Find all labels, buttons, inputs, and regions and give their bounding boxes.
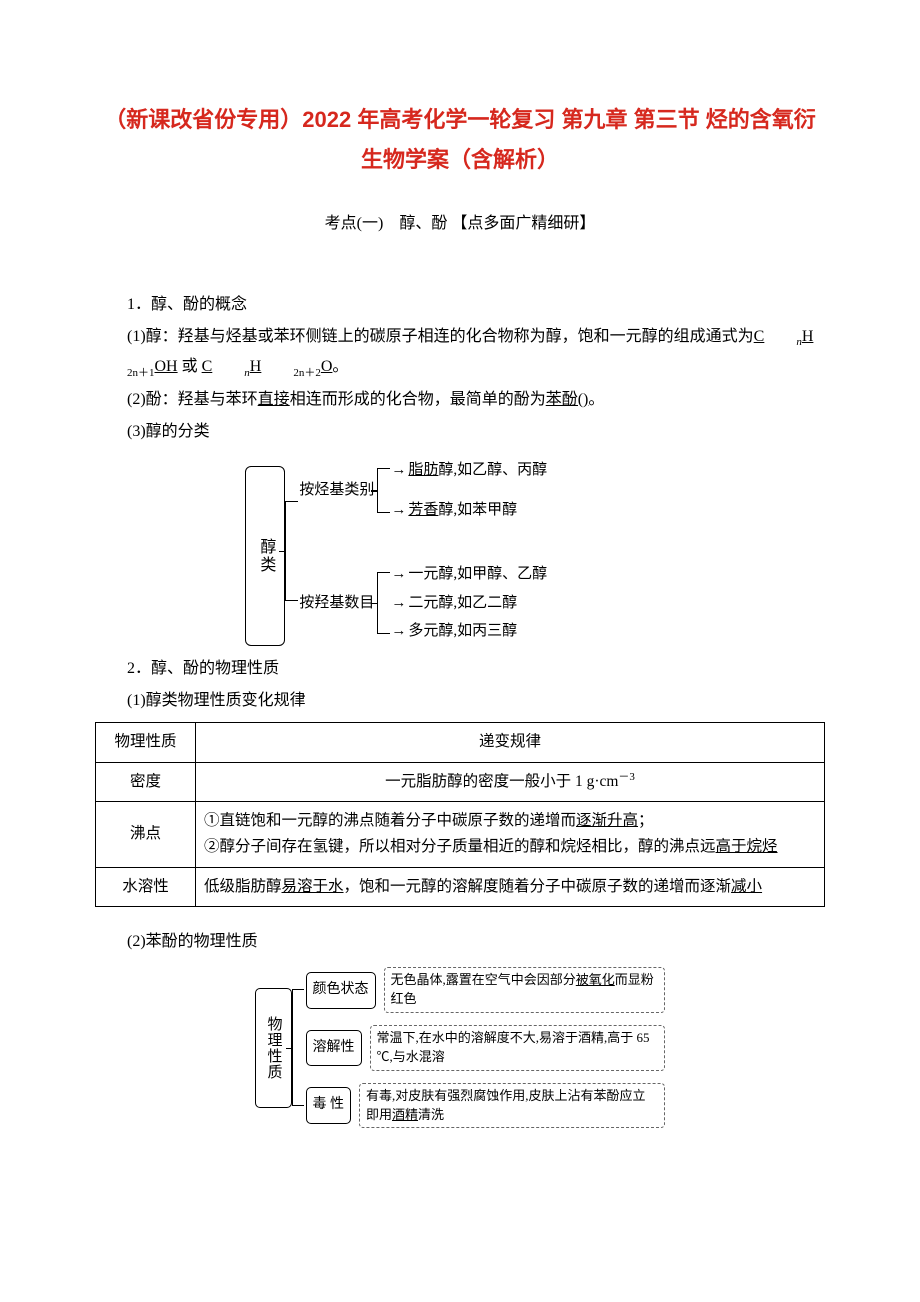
group-label: 按烃基类别 [299,476,374,505]
text: (1)醇：羟基与烃基或苯环侧链上的碳原子相连的化合物称为醇，饱和一元醇的组成通式… [127,328,754,345]
t: 低级脂肪醇 [204,878,282,895]
spacer [391,484,547,496]
phys-label: 溶解性 [306,1030,362,1067]
tree-root: 醇类 [245,466,285,646]
page-title: （新课改省份专用）2022 年高考化学一轮复习 第九章 第三节 烃的含氧衍生物学… [95,100,825,179]
phenol-properties-diagram: 物理性质 颜色状态 无色晶体,露置在空气中会因部分被氧化而显粉红色 溶解性 常温… [255,967,665,1128]
tree-group: 按羟基数目 →一元醇,如甲醇、乙醇 →二元醇,如乙二醇 →多元醇,如丙三醇 [299,560,547,646]
t: 减小 [731,878,762,895]
tree-leaf: →脂肪醇,如乙醇、丙醇 [391,456,547,485]
text: 或 [178,358,202,375]
t: 被氧化 [576,972,615,987]
section-1-heading: 1．醇、酚的概念 [95,290,825,320]
table-row: 水溶性 低级脂肪醇易溶于水，饱和一元醇的溶解度随着分子中碳原子数的递增而逐渐减小 [96,867,825,906]
t: 酒精 [392,1107,418,1122]
t: n [212,368,250,379]
tree-leaf: →一元醇,如甲醇、乙醇 [391,560,547,589]
arrow-icon: → [391,566,406,582]
t: 相连而形成的化合物，最简单的酚为 [290,391,546,408]
t: 醇,如乙醇、丙醇 [438,462,547,478]
t: C [202,358,213,375]
phys-item: 颜色状态 无色晶体,露置在空气中会因部分被氧化而显粉红色 [306,967,666,1013]
t: 2n＋1 [95,368,155,379]
table-row: 沸点 ①直链饱和一元醇的沸点随着分子中碳原子数的递增而逐渐升高； ②醇分子间存在… [96,802,825,868]
t: H [250,358,262,375]
tree-leaf: →芳香醇,如苯甲醇 [391,496,547,525]
t: －3 [618,772,635,783]
table-row: 密度 一元脂肪醇的密度一般小于 1 g·cm－3 [96,762,825,801]
cell: 低级脂肪醇易溶于水，饱和一元醇的溶解度随着分子中碳原子数的递增而逐渐减小 [196,867,825,906]
t: ； [638,812,654,829]
group-label: 按羟基数目 [299,589,374,618]
alcohol-physical-properties-heading: (1)醇类物理性质变化规律 [95,686,825,716]
phys-label: 毒 性 [306,1087,352,1124]
arrow-icon: → [391,462,406,478]
phys-desc: 无色晶体,露置在空气中会因部分被氧化而显粉红色 [384,967,666,1013]
t: n [764,337,802,348]
cell: 水溶性 [96,867,196,906]
t: 清洗 [418,1107,444,1122]
bracket-icon [377,456,391,525]
phenol-definition: (2)酚：羟基与苯环直接相连而形成的化合物，最简单的酚为苯酚()。 [95,385,825,415]
exam-point-subtitle: 考点(一) 醇、酚 【点多面广精细研】 [95,209,825,239]
section-2-heading: 2．醇、酚的物理性质 [95,654,825,684]
arrow-icon: → [391,623,406,639]
tree-leaf: →二元醇,如乙二醇 [391,589,547,618]
phys-label: 颜色状态 [306,972,376,1009]
col-header: 递变规律 [196,723,825,762]
bracket-icon [292,967,306,1128]
t: 直接 [258,391,290,408]
phenol-physical-properties-heading: (2)苯酚的物理性质 [95,927,825,957]
alcohol-classification-tree: 醇类 按烃基类别 →脂肪醇,如乙醇、丙醇 →芳香醇,如苯甲醇 按羟基数目 →一元… [245,456,675,646]
col-header: 物理性质 [96,723,196,762]
t: ①直链饱和一元醇的沸点随着分子中碳原子数的递增而 [204,812,576,829]
alcohol-definition: (1)醇：羟基与烃基或苯环侧链上的碳原子相连的化合物称为醇，饱和一元醇的组成通式… [95,322,825,383]
tree-group: 按烃基类别 →脂肪醇,如乙醇、丙醇 →芳香醇,如苯甲醇 [299,456,547,525]
t: H [802,328,814,345]
alcohol-classification-heading: (3)醇的分类 [95,417,825,447]
phys-desc: 有毒,对皮肤有强烈腐蚀作用,皮肤上沾有苯酚应立即用酒精清洗 [359,1083,665,1129]
table-row: 物理性质 递变规律 [96,723,825,762]
cell: ①直链饱和一元醇的沸点随着分子中碳原子数的递增而逐渐升高； ②醇分子间存在氢键，… [196,802,825,868]
arrow-icon: → [391,595,406,611]
t: 一元醇,如甲醇、乙醇 [408,566,547,582]
alcohol-properties-table: 物理性质 递变规律 密度 一元脂肪醇的密度一般小于 1 g·cm－3 沸点 ①直… [95,722,825,907]
t: O [321,358,333,375]
arrow-icon: → [391,502,406,518]
cell: 一元脂肪醇的密度一般小于 1 g·cm－3 [196,762,825,801]
t: 多元醇,如丙三醇 [408,623,517,639]
bracket-icon [377,560,391,646]
t: 二元醇,如乙二醇 [408,595,517,611]
t: C [754,328,765,345]
t: 。 [588,391,604,408]
t: 醇,如苯甲醇 [438,502,517,518]
tree-leaf: →多元醇,如丙三醇 [391,617,547,646]
phys-item: 溶解性 常温下,在水中的溶解度不大,易溶于酒精,高于 65 ℃,与水混溶 [306,1025,666,1071]
text: 。 [332,358,348,375]
phys-desc: 常温下,在水中的溶解度不大,易溶于酒精,高于 65 ℃,与水混溶 [370,1025,666,1071]
t: ，饱和一元醇的溶解度随着分子中碳原子数的递增而逐渐 [344,878,732,895]
t: 苯酚() [546,391,589,408]
t: 无色晶体,露置在空气中会因部分 [391,972,576,987]
t: 易溶于水 [282,878,344,895]
t: ②醇分子间存在氢键，所以相对分子质量相近的醇和烷烃相比，醇的沸点远 [204,838,716,855]
bracket-icon [285,456,299,646]
t: 2n＋2 [261,368,321,379]
t: (2)酚：羟基与苯环 [127,391,258,408]
phys-item: 毒 性 有毒,对皮肤有强烈腐蚀作用,皮肤上沾有苯酚应立即用酒精清洗 [306,1083,666,1129]
t: 高于烷烃 [716,838,778,855]
t: 芳香 [408,502,438,518]
t: 脂肪 [408,462,438,478]
t: 逐渐升高 [576,812,638,829]
formula-2: CnH2n＋2O [202,358,333,375]
t: 一元脂肪醇的密度一般小于 1 g·cm [385,773,618,790]
t: OH [155,358,178,375]
cell: 密度 [96,762,196,801]
cell: 沸点 [96,802,196,868]
